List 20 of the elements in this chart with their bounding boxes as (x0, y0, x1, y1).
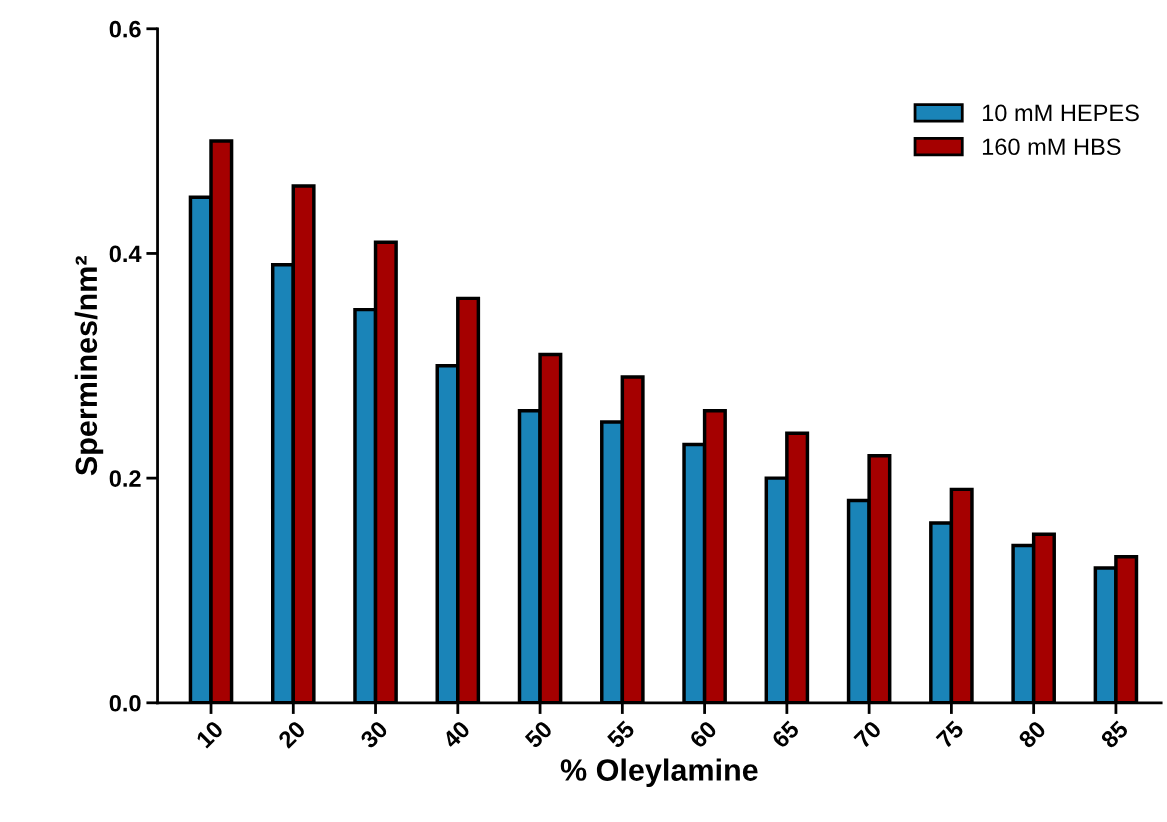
legend-label: 10 mM HEPES (982, 104, 1139, 122)
x-tick-label: 60 (688, 719, 718, 749)
y-tick-label: 0.0 (109, 694, 141, 712)
x-tick-label: 20 (277, 719, 307, 750)
x-tick-label: 65 (770, 719, 801, 749)
x-tick-label: 10 (195, 719, 225, 749)
y-axis-title: Spermines/nm² (74, 256, 104, 476)
x-axis-title: % Oleylamine (560, 758, 758, 787)
y-tick-label: 0.6 (109, 20, 141, 38)
y-tick-label: 0.2 (109, 470, 141, 487)
x-tick-label: 30 (359, 719, 389, 750)
x-tick-label: 70 (853, 719, 883, 749)
x-tick-label: 50 (523, 719, 554, 750)
y-tick-label: 0.4 (109, 245, 142, 263)
x-tick-label: 75 (935, 719, 965, 749)
x-tick-label: 85 (1099, 719, 1130, 750)
x-tick-label: 80 (1017, 719, 1047, 750)
x-tick-label: 40 (441, 719, 471, 750)
legend-label: 160 mM HBS (982, 138, 1121, 156)
x-tick-label: 55 (606, 719, 636, 750)
